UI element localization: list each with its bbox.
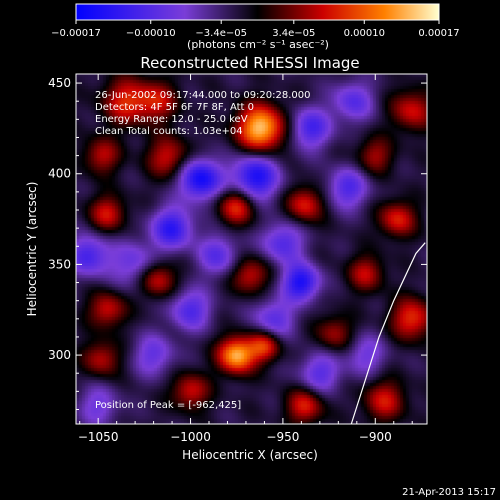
x-axis-label: Heliocentric X (arcsec) xyxy=(182,448,318,462)
y-tick-label: 350 xyxy=(48,257,71,271)
y-tick-label: 300 xyxy=(48,348,71,362)
y-tick-label: 450 xyxy=(48,76,71,90)
y-axis-label: Heliocentric Y (arcsec) xyxy=(25,182,39,317)
y-tick-label: 400 xyxy=(48,167,71,181)
colorbar-tick-label: −3.4e−05 xyxy=(195,28,247,39)
chart-title: Reconstructed RHESSI Image xyxy=(140,54,359,72)
annotation-detectors: Detectors: 4F 5F 6F 7F 8F, Att 0 xyxy=(95,102,254,113)
colorbar-tick-label: 0.00017 xyxy=(418,28,459,39)
colorbar-ticks: −0.00017 −0.00010 −3.4e−05 3.4e−05 0.00010 0.… xyxy=(51,20,460,39)
limb-line xyxy=(350,242,426,425)
plot-frame xyxy=(75,73,428,425)
annotation-position-of-peak: Position of Peak = [-962,425] xyxy=(95,400,241,411)
heatmap-image xyxy=(76,74,427,424)
x-tick-label: −900 xyxy=(359,430,392,444)
annotation-energy-range: Energy Range: 12.0 - 25.0 keV xyxy=(95,114,248,125)
annotation-time-range: 26-Jun-2002 09:17:44.000 to 09:20:28.000 xyxy=(95,90,311,101)
colorbar xyxy=(75,3,440,21)
colorbar-tick-label: 3.4e−05 xyxy=(272,28,315,39)
colorbar-tick-label: −0.00017 xyxy=(51,28,101,39)
colorbar-unit-label: (photons cm⁻² s⁻¹ asec⁻²) xyxy=(187,38,329,51)
colorbar-tick-label: 0.00010 xyxy=(344,28,385,39)
x-tick-label: −1050 xyxy=(78,430,119,444)
x-tick-label: −950 xyxy=(266,430,299,444)
axis-ticks: −1050 −1000 −950 −900 300 350 400 450 xyxy=(48,74,427,444)
annotation-clean-counts: Clean Total counts: 1.03e+04 xyxy=(95,126,243,137)
footer-date: 21-Apr-2013 15:17 xyxy=(402,487,496,498)
x-tick-label: −1000 xyxy=(170,430,211,444)
colorbar-tick-label: −0.00010 xyxy=(126,28,176,39)
